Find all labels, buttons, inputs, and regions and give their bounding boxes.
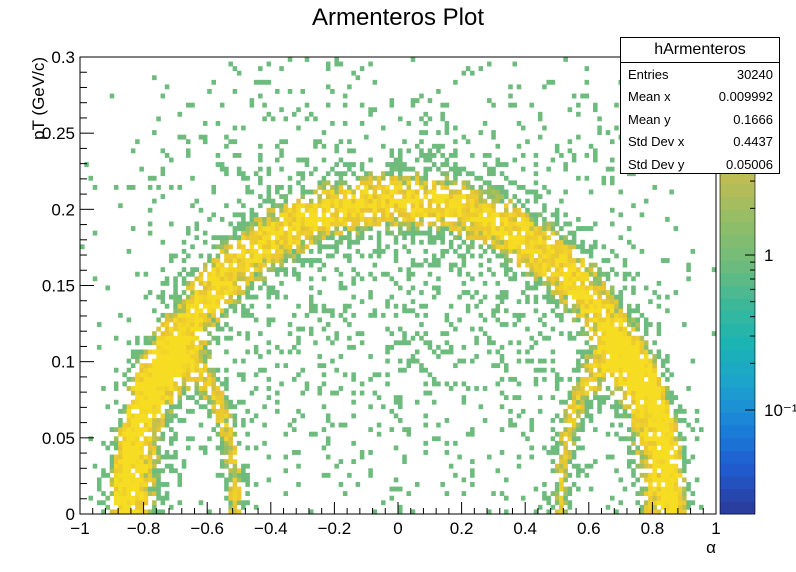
stats-value: 0.4437 [733,134,773,150]
y-axis-label: pT (GeV/c) [29,57,48,140]
stats-row-std-x: Std Dev x 0.4437 [621,130,779,152]
stats-label: Mean x [628,89,671,105]
x-axis-label: α [706,538,716,557]
y-tick-label: 0.25 [42,124,75,143]
x-tick-label: 0.8 [641,519,665,538]
stats-row-std-y: Std Dev y 0.05006 [621,153,779,175]
y-tick-label: 0.1 [51,353,75,372]
y-tick-label: 0.15 [42,277,75,296]
stats-value: 0.009992 [718,89,773,105]
z-tick-label: 10⁻¹ [764,401,796,420]
x-tick-label: −0.2 [318,519,352,538]
stats-value: 0.05006 [726,156,773,172]
stats-value: 0.1666 [733,111,773,127]
stats-row-mean-x: Mean x 0.009992 [621,85,779,107]
stats-label: Std Dev x [628,134,685,150]
y-tick-label: 0.2 [51,200,75,219]
x-tick-label: −1 [70,519,89,538]
x-tick-label: −0.6 [190,519,224,538]
x-tick-label: 0.6 [577,519,601,538]
x-tick-label: −0.4 [254,519,288,538]
x-tick-label: −0.8 [127,519,161,538]
stats-value: 30240 [736,67,773,82]
y-tick-label: 0.05 [42,429,75,448]
y-tick-label: 0 [66,505,75,524]
x-tick-label: 0 [393,519,402,538]
stats-label: Entries [628,67,669,82]
stats-row-entries: Entries 30240 [621,63,779,85]
stats-histogram-name: hArmenteros [621,38,779,63]
stats-row-mean-y: Mean y 0.1666 [621,108,779,130]
z-tick-label: 1 [764,246,773,265]
x-tick-label: 0.4 [513,519,537,538]
y-tick-label: 0.3 [51,48,75,67]
x-tick-label: 0.2 [450,519,474,538]
heatmap-cells [80,57,717,515]
x-tick-label: 1 [711,519,720,538]
stats-box: hArmenteros Entries 30240 Mean x 0.00999… [620,37,780,174]
stats-label: Mean y [628,111,671,127]
chart-title: Armenteros Plot [311,4,485,31]
stats-label: Std Dev y [628,156,685,172]
